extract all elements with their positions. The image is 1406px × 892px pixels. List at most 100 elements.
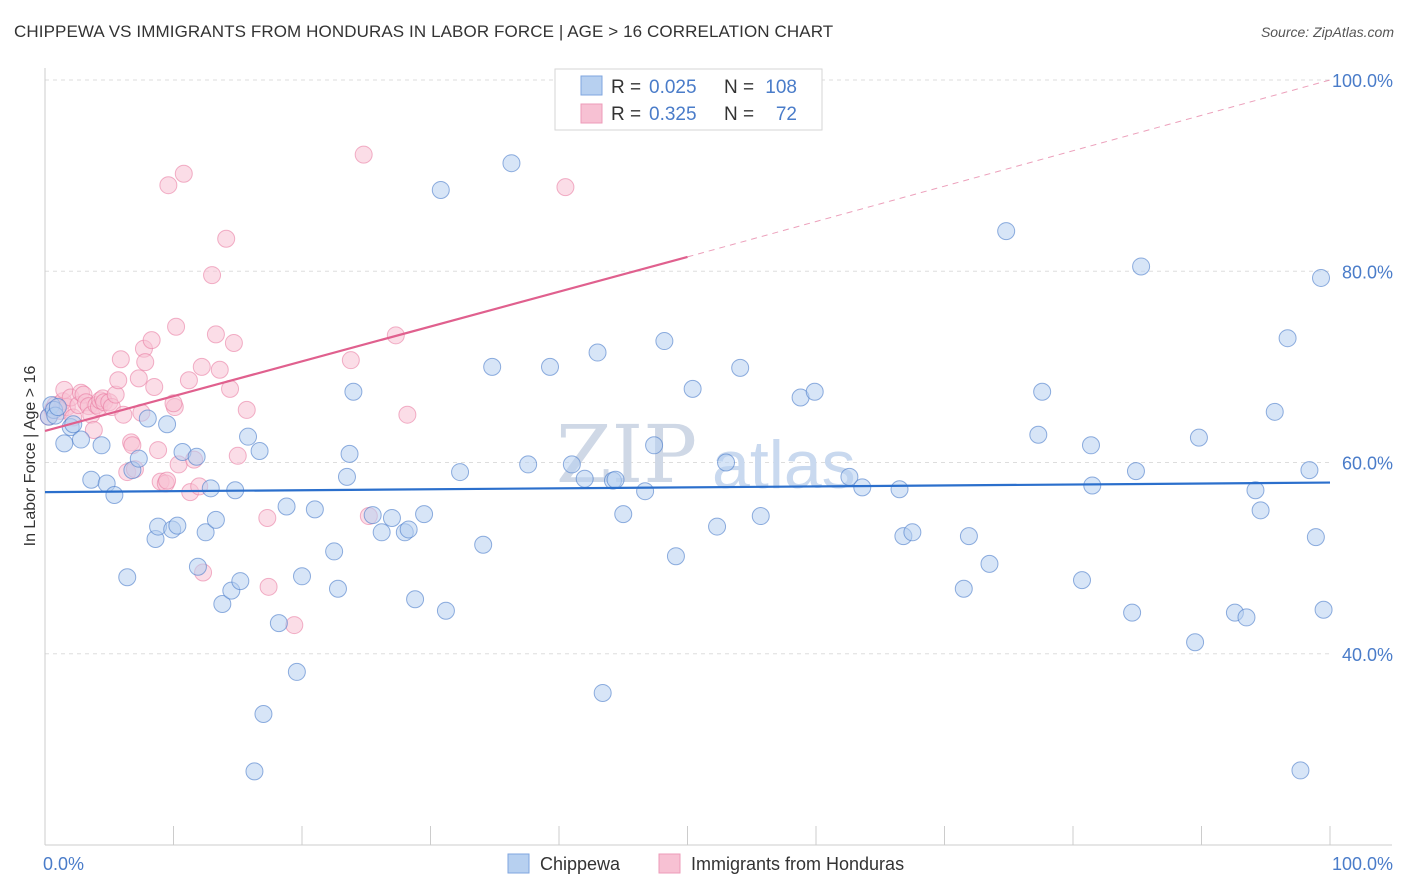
bottom-legend: Chippewa Immigrants from Honduras <box>507 853 904 874</box>
chippewa-point <box>636 482 655 501</box>
honduras-trend-extension <box>687 79 1331 258</box>
chippewa-point <box>645 436 664 455</box>
chippewa-point <box>201 479 220 498</box>
chippewa-point <box>344 382 363 401</box>
honduras-point <box>237 400 256 419</box>
bottom-legend-swatch-chippewa <box>507 853 530 874</box>
chippewa-point <box>1278 329 1297 348</box>
honduras-point <box>398 405 417 424</box>
chippewa-point <box>474 535 493 554</box>
honduras-trend-line <box>44 255 688 433</box>
honduras-point <box>145 377 164 396</box>
honduras-point <box>192 357 211 376</box>
legend-r-label-1: R = <box>611 77 641 98</box>
chippewa-point <box>562 455 581 474</box>
chippewa-point <box>1246 481 1265 500</box>
y-tick-label: 100.0% <box>1332 71 1393 91</box>
chippewa-point <box>187 447 206 466</box>
chippewa-point <box>55 434 74 453</box>
chippewa-point <box>1132 257 1151 276</box>
chippewa-point <box>1251 501 1270 520</box>
chippewa-point <box>118 568 137 587</box>
honduras-point <box>174 164 193 183</box>
chippewa-point <box>293 567 311 586</box>
chippewa-point <box>666 547 685 566</box>
chippewa-point <box>655 332 674 351</box>
chippewa-point <box>372 523 391 542</box>
chippewa-trend-line <box>44 481 1331 494</box>
legend-n-value-2: 72 <box>776 104 797 125</box>
honduras-point <box>179 371 198 390</box>
chippewa-point <box>325 542 344 561</box>
chippewa-point <box>363 506 382 525</box>
chippewa-point <box>158 415 177 434</box>
chippewa-point <box>1126 462 1145 481</box>
chippewa-point <box>328 579 347 598</box>
legend-n-label-1: N = <box>724 77 754 98</box>
honduras-point <box>206 325 225 344</box>
bottom-legend-honduras: Immigrants from Honduras <box>691 854 904 874</box>
honduras-point <box>84 420 103 439</box>
chippewa-point <box>1265 402 1284 421</box>
honduras-point <box>203 266 222 285</box>
honduras-point <box>142 331 161 350</box>
chippewa-point <box>1081 436 1100 455</box>
chippewa-point <box>890 480 909 499</box>
chippewa-point <box>614 505 633 524</box>
chippewa-point <box>903 523 922 542</box>
honduras-point <box>258 508 277 527</box>
chippewa-point <box>451 463 470 482</box>
chippewa-point <box>129 449 148 468</box>
chippewa-point <box>415 505 434 524</box>
chippewa-point <box>483 357 502 376</box>
chippewa-point <box>853 478 872 497</box>
honduras-point <box>167 317 186 336</box>
chippewa-point <box>751 507 770 526</box>
trend-lines <box>44 79 1331 494</box>
honduras-point <box>210 360 229 379</box>
chippewa-point <box>1033 382 1052 401</box>
chippewa-point <box>206 510 225 529</box>
chippewa-point <box>82 470 101 489</box>
honduras-point <box>159 176 178 195</box>
y-tick-label: 40.0% <box>1342 645 1393 665</box>
chippewa-point <box>92 436 111 455</box>
legend-n-value-1: 108 <box>765 77 797 98</box>
chippewa-point <box>436 601 455 620</box>
chippewa-point <box>980 554 999 573</box>
chippewa-point <box>959 527 978 546</box>
legend-r-value-1: 0.025 <box>649 77 697 98</box>
chippewa-point <box>382 508 401 527</box>
x-tick-label-left: 0.0% <box>43 854 84 874</box>
chippewa-point <box>168 516 187 535</box>
honduras-point <box>109 371 128 390</box>
chippewa-point <box>138 409 157 428</box>
chippewa-point <box>593 683 612 702</box>
y-tick-label: 80.0% <box>1342 262 1393 282</box>
bottom-legend-swatch-honduras <box>658 853 681 874</box>
legend-swatch-chippewa <box>580 75 603 96</box>
chippewa-point <box>954 579 973 598</box>
chippewa-point <box>1189 428 1208 447</box>
axes <box>44 68 1392 846</box>
tick-labels: 40.0% 60.0% 80.0% 100.0% 0.0% 100.0% <box>43 71 1393 874</box>
honduras-point <box>556 178 575 197</box>
chippewa-point <box>71 430 90 449</box>
honduras-point <box>149 441 168 460</box>
chippewa-point <box>575 469 594 488</box>
chippewa-point <box>245 762 264 781</box>
chippewa-point <box>1237 608 1256 627</box>
chippewa-point <box>519 455 538 474</box>
honduras-point <box>158 471 177 490</box>
honduras-point <box>259 577 278 596</box>
grid-lines <box>45 79 1330 655</box>
chippewa-point <box>250 442 269 461</box>
series-chippewa <box>39 154 1333 781</box>
chippewa-point <box>1314 600 1333 619</box>
legend-r-label-2: R = <box>611 104 641 125</box>
chippewa-point <box>254 704 273 723</box>
chippewa-point <box>48 398 67 417</box>
y-axis-label: In Labor Force | Age > 16 <box>22 366 39 547</box>
honduras-point <box>217 229 236 248</box>
chippewa-point <box>406 590 425 609</box>
